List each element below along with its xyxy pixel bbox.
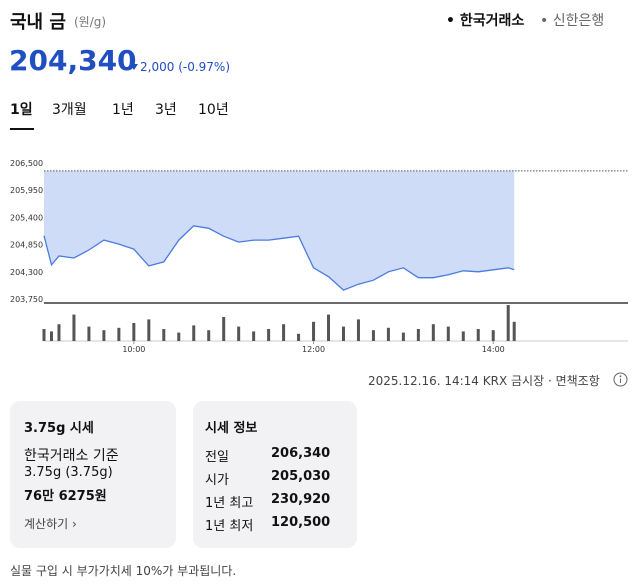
volume-bar — [371, 330, 375, 341]
volume-bar — [147, 319, 151, 341]
volume-bar — [252, 331, 256, 341]
row-value: 120,500 — [271, 515, 331, 530]
volume-bar — [207, 330, 211, 341]
calc-link[interactable]: 계산하기 › — [24, 517, 77, 531]
chart: 203,750 204,300 204,850 205,400 205,950 206,5… — [10, 159, 628, 354]
tab[interactable]: 3개월 — [52, 102, 87, 118]
volume-bar — [237, 326, 241, 341]
market: KRX 금시장 — [482, 374, 545, 388]
volume-bar — [267, 329, 271, 341]
volume-bar — [162, 329, 166, 341]
timestamp: 2025.12.16. 14:14 — [368, 374, 479, 388]
info-icon[interactable] — [613, 372, 628, 387]
card: 3.75g 시세 한국거래소 기준 3.75g (3.75g) 76만 6275… — [10, 401, 176, 548]
card-title: 시세 정보 — [205, 421, 258, 436]
title: 국내 금 — [10, 12, 66, 33]
volume-bar — [297, 333, 301, 341]
tab[interactable]: 1년 — [112, 102, 134, 118]
row-label: 시가 — [205, 473, 229, 488]
volume-bar — [192, 325, 196, 341]
volume-bar — [341, 326, 345, 341]
volume-bar — [117, 327, 121, 341]
volume-bar — [49, 331, 53, 341]
row-value: 230,920 — [271, 492, 331, 507]
disclaimer[interactable]: 면책조항 — [555, 374, 600, 388]
weight: 3.75g (3.75g) — [24, 465, 113, 480]
volume-bar — [222, 317, 226, 341]
row-value: 206,340 — [271, 446, 331, 461]
x-tick-label: 12:00 — [302, 345, 325, 354]
change: 2,000 — [140, 60, 175, 74]
volume-bar — [506, 305, 510, 341]
row-value: 205,030 — [271, 469, 331, 484]
x-tick-label: 10:00 — [122, 345, 145, 354]
volume-bar — [87, 326, 91, 341]
note: 실물 구입 시 부가가치세 10%가 부과됩니다. — [10, 564, 237, 578]
volume-bar — [356, 319, 360, 341]
row-label: 1년 최저 — [205, 519, 254, 534]
y-tick-label: 205,950 — [10, 186, 43, 195]
row-label: 1년 최고 — [205, 496, 254, 511]
y-tick-label: 203,750 — [10, 295, 43, 304]
source-tab[interactable]: • 신한은행 — [540, 13, 605, 29]
y-tick-label: 204,850 — [10, 241, 43, 250]
y-tick-label: 204,300 — [10, 268, 43, 277]
tab[interactable]: 3년 — [155, 102, 177, 118]
volume-bar — [102, 330, 106, 341]
y-tick-label: 206,500 — [10, 159, 43, 168]
volume-bar — [431, 324, 435, 341]
source-tab[interactable]: • 한국거래소 — [446, 13, 525, 29]
x-tick-label: 14:00 — [482, 345, 505, 354]
volume-bar — [57, 324, 61, 341]
volume-bar — [446, 326, 450, 341]
card: 시세 정보 전일 206,340 시가 205,030 1년 최고 230,92… — [193, 401, 357, 548]
unit: (원/g) — [74, 15, 107, 29]
volume-bar — [476, 329, 480, 341]
volume-bar — [386, 327, 390, 341]
volume-bar — [312, 321, 316, 341]
tab[interactable]: 1일 — [10, 102, 33, 118]
source-label: 신한은행 — [552, 13, 605, 29]
source-label: 한국거래소 — [459, 13, 525, 29]
tab-underline — [10, 128, 34, 130]
card-title: 3.75g 시세 — [24, 421, 94, 436]
volume-bar — [132, 323, 136, 341]
volume-bar — [72, 314, 76, 341]
volume-bar — [512, 321, 516, 341]
volume-bar — [177, 332, 181, 341]
link-label: 계산하기 — [24, 517, 69, 531]
price-change: 2,000 (-0.97%) — [140, 60, 230, 74]
price-line — [43, 225, 515, 291]
volume-bar — [416, 329, 420, 341]
volume-bar — [282, 324, 286, 341]
price: 204,340 — [9, 44, 137, 77]
basis: 한국거래소 기준 — [24, 448, 119, 464]
volume-bar — [401, 332, 405, 341]
volume-bar — [491, 330, 495, 341]
volume-bar — [461, 331, 465, 341]
area — [44, 170, 515, 291]
y-tick-label: 205,400 — [10, 213, 43, 222]
amount: 76만 6275원 — [24, 489, 107, 504]
change-pct: (-0.97%) — [178, 60, 231, 74]
footer: 2025.12.16. 14:14 KRX 금시장 · 면책조항 — [368, 374, 600, 388]
tab[interactable]: 10년 — [198, 102, 229, 118]
volume-bar — [42, 329, 46, 341]
row-label: 전일 — [205, 450, 229, 465]
volume-bar — [327, 314, 331, 341]
down-arrow — [130, 64, 138, 70]
